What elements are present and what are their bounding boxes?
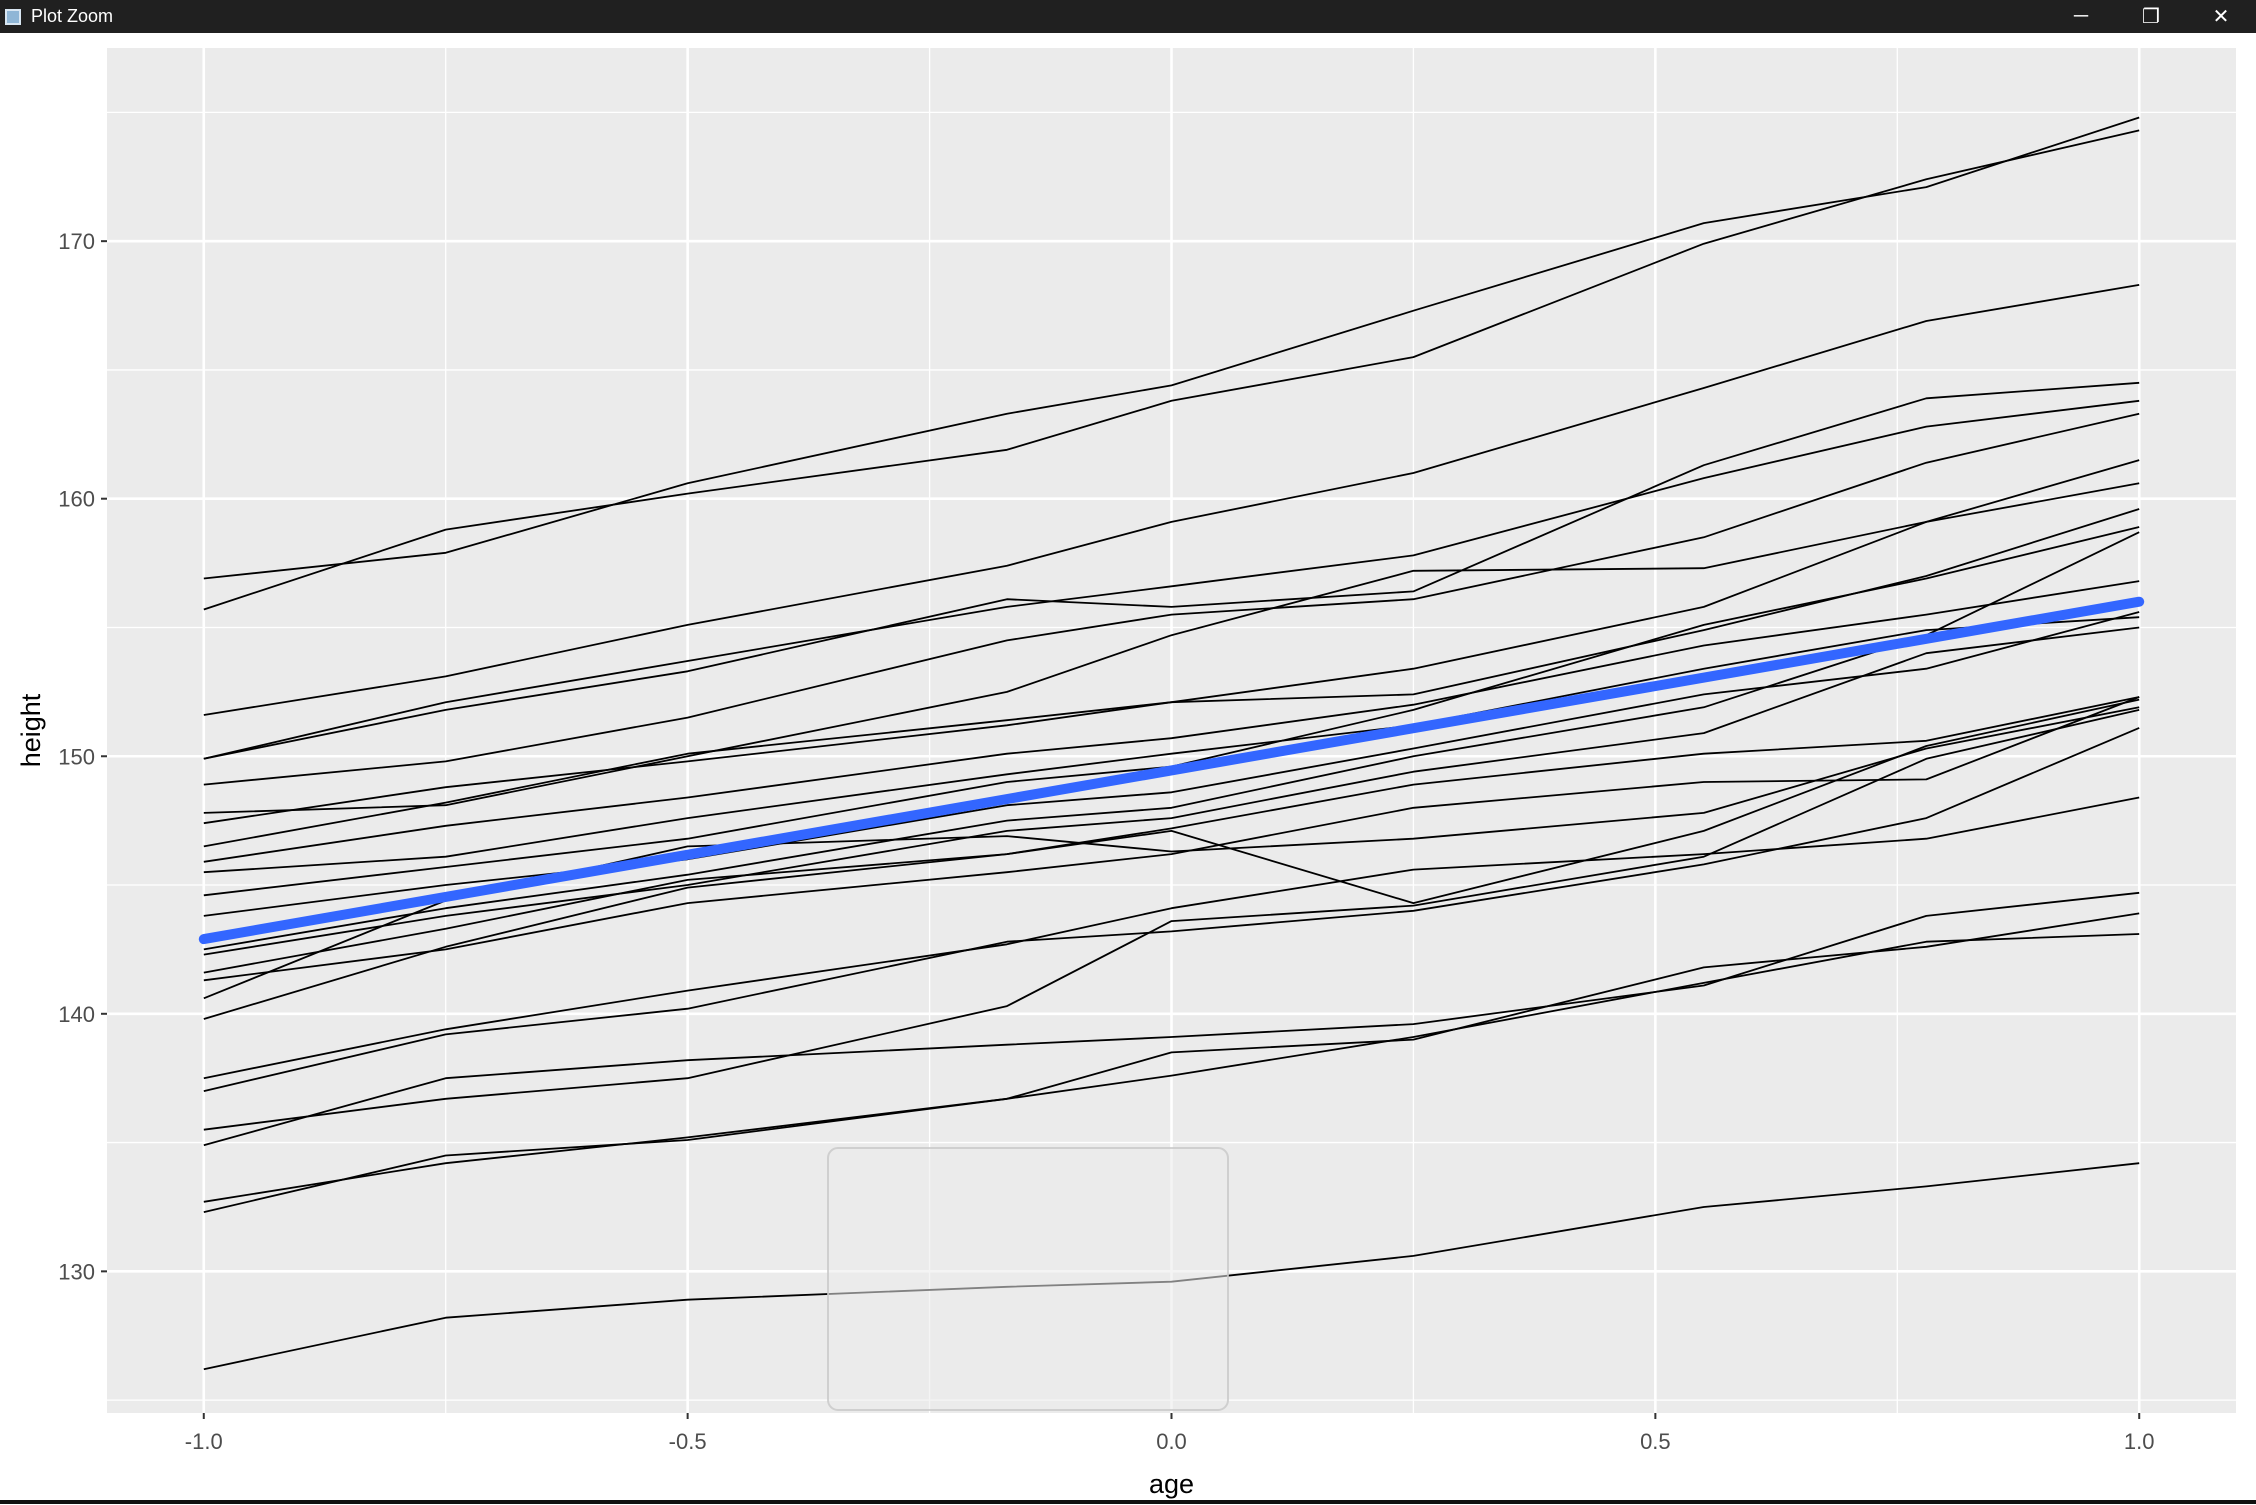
series-line-19 [203, 698, 2140, 1020]
chart-svg: -1.0 -0.5 0.0 0.5 1.0 130 140 150 160 170 age hei… [16, 48, 2236, 1499]
x-tick-label: 0.5 [1640, 1429, 1671, 1454]
selection-overlay [827, 1147, 1229, 1411]
tick-labels: -1.0 -0.5 0.0 0.5 1.0 130 140 150 160 170 [58, 229, 2154, 1454]
window-controls: ─ ❐ ✕ [2046, 0, 2256, 33]
series-line-20 [203, 796, 2140, 1080]
x-tick-label: 1.0 [2124, 1429, 2155, 1454]
close-button[interactable]: ✕ [2212, 6, 2230, 28]
series-line-14 [203, 531, 2140, 951]
series-line-10 [203, 580, 2140, 863]
window-titlebar: Plot Zoom ─ ❐ ✕ [0, 0, 2256, 33]
y-tick-label: 140 [58, 1002, 95, 1027]
series-line-25 [203, 912, 2140, 1213]
restore-button[interactable]: ❐ [2142, 6, 2160, 28]
axis-ticks [101, 240, 2141, 1419]
minimize-button[interactable]: ─ [2073, 5, 2089, 27]
smooth-line [198, 596, 2145, 945]
series-line-2 [203, 129, 2140, 611]
series-line-16 [203, 696, 2140, 974]
smooth-trend [198, 596, 2145, 945]
series-line-7 [203, 482, 2140, 814]
x-axis-label: age [1149, 1469, 1194, 1499]
series-line-24 [203, 933, 2140, 1203]
window-title: Plot Zoom [31, 6, 114, 26]
x-tick-label: -1.0 [185, 1429, 223, 1454]
y-tick-label: 160 [58, 487, 95, 512]
series-line-21 [203, 727, 2140, 1092]
x-tick-label: 0.0 [1156, 1429, 1187, 1454]
y-axis-label: height [16, 693, 46, 767]
major-gridlines [107, 48, 2236, 1413]
series-line-15 [203, 626, 2140, 956]
app-icon [5, 8, 21, 25]
series-line-9 [203, 459, 2140, 848]
series-line-11 [203, 616, 2140, 874]
y-tick-label: 130 [58, 1259, 95, 1284]
plot-area: -1.0 -0.5 0.0 0.5 1.0 130 140 150 160 170 age hei… [0, 33, 2256, 1500]
series-line-4 [203, 399, 2140, 760]
series-line-5 [203, 381, 2140, 760]
series-line-22 [203, 709, 2140, 1131]
series-line-13 [203, 611, 2140, 917]
series-line-3 [203, 284, 2140, 716]
series-line-1 [203, 116, 2140, 580]
window-bottom-border [0, 1500, 2256, 1504]
y-tick-label: 150 [58, 744, 95, 769]
series-line-17 [203, 696, 2140, 982]
series-line-23 [203, 891, 2140, 1147]
series-line-6 [203, 412, 2140, 786]
x-tick-label: -0.5 [669, 1429, 707, 1454]
y-tick-label: 170 [58, 229, 95, 254]
data-lines [203, 116, 2140, 1371]
